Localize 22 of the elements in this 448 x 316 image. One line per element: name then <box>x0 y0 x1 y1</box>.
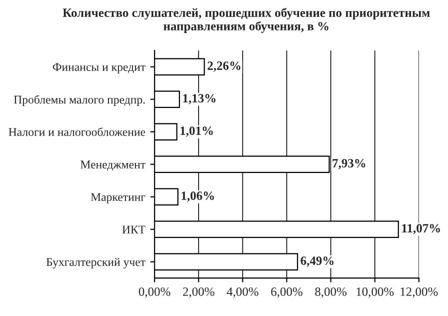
data-label: 6,49% <box>300 256 334 267</box>
data-label: 1,13% <box>183 94 216 104</box>
data-label: 2,26% <box>208 62 240 72</box>
data-label: 1,01% <box>180 126 213 137</box>
x-tick-label: 4,00% <box>226 287 258 298</box>
x-tick-label: 2,00% <box>183 287 214 298</box>
x-tick-label: 10,00% <box>356 287 394 298</box>
data-label: 7,93% <box>332 159 366 170</box>
x-tick-label: 6,00% <box>271 287 302 298</box>
y-tick-label: Финансы и кредит <box>52 63 146 74</box>
y-tick-label: Проблемы малого предпр. <box>14 95 145 106</box>
x-tick-label: 0,00% <box>138 287 170 298</box>
y-tick-label: Менеджмент <box>80 160 146 171</box>
data-label: 11,07% <box>402 224 440 234</box>
chart-title: Количество слушателей, прошедших обучение по приоритетным направлениям обучения, в % <box>62 8 430 33</box>
y-tick-label: Налоги и налогообложение <box>8 127 146 136</box>
x-tick-label: 12,00% <box>400 287 438 298</box>
data-label: 1,06% <box>182 192 214 202</box>
y-tick-label: Бухгалтерский учет <box>46 258 146 268</box>
y-tick-label: ИКТ <box>122 226 146 234</box>
y-tick-label: Маркетинг <box>90 193 146 204</box>
x-tick-label: 8,00% <box>315 287 346 298</box>
